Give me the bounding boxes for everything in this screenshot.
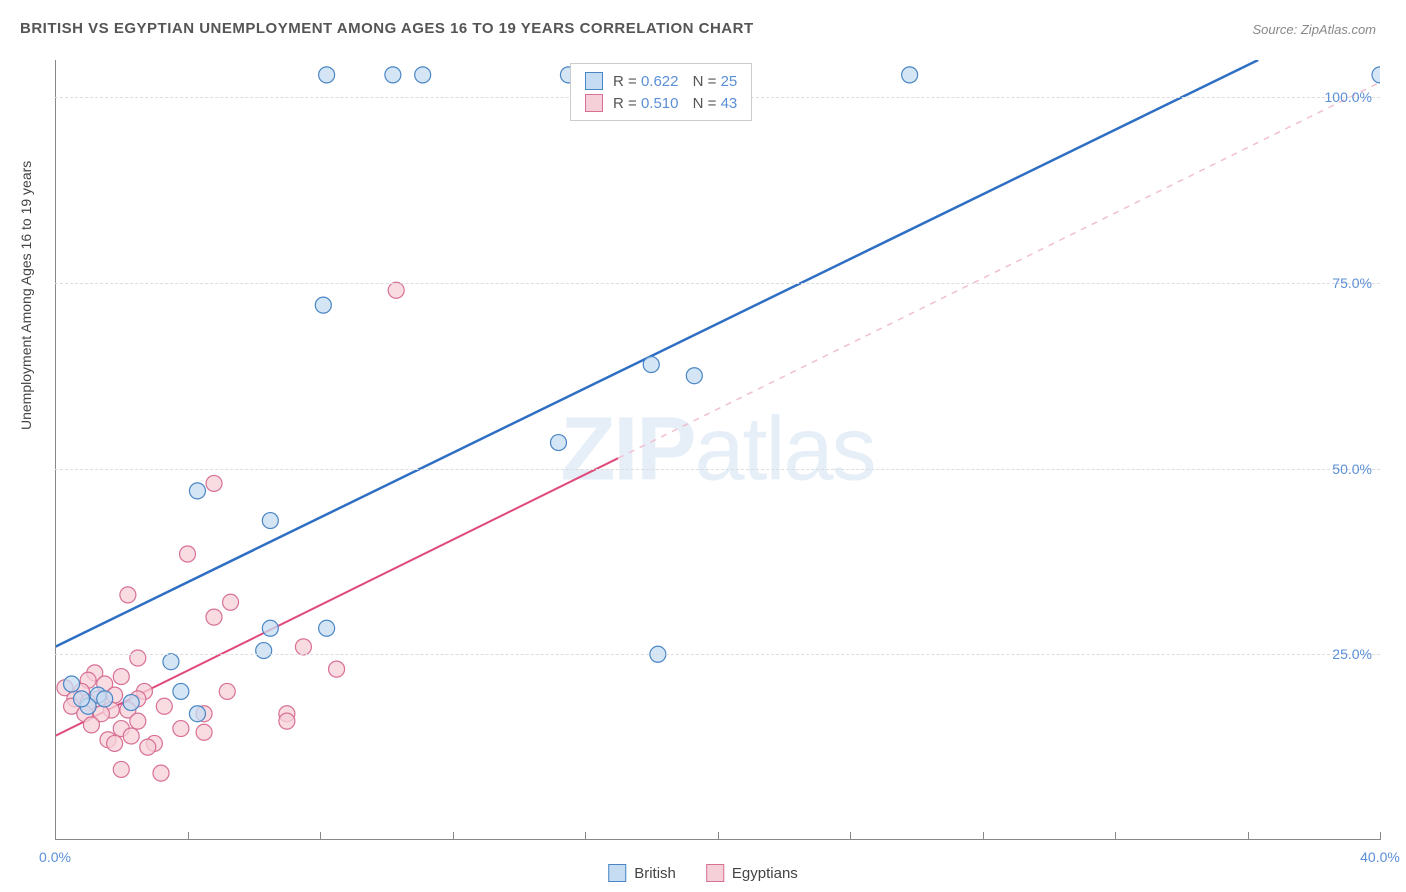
x-tick-label: 0.0%: [39, 849, 71, 865]
x-tick-mark: [1380, 832, 1381, 840]
gridline: [55, 283, 1380, 284]
data-point: [153, 765, 169, 781]
data-point: [1372, 67, 1380, 83]
data-point: [902, 67, 918, 83]
x-tick-label: 40.0%: [1360, 849, 1400, 865]
trend-line-extrapolated: [618, 82, 1380, 458]
x-tick-mark: [1248, 832, 1249, 840]
x-tick-mark: [188, 832, 189, 840]
gridline: [55, 469, 1380, 470]
data-point: [329, 661, 345, 677]
data-point: [180, 546, 196, 562]
data-point: [315, 297, 331, 313]
correlation-stats-legend: R = 0.622 N = 25 R = 0.510 N = 43: [570, 63, 752, 121]
series-legend: British Egyptians: [608, 864, 798, 882]
x-tick-mark: [453, 832, 454, 840]
data-point: [223, 594, 239, 610]
data-point: [156, 698, 172, 714]
x-tick-mark: [585, 832, 586, 840]
source-attribution: Source: ZipAtlas.com: [1252, 22, 1376, 37]
gridline: [55, 654, 1380, 655]
y-tick-label: 50.0%: [1332, 461, 1372, 477]
x-tick-mark: [320, 832, 321, 840]
swatch-british-icon: [608, 864, 626, 882]
data-point: [97, 691, 113, 707]
legend-item-egyptians: Egyptians: [706, 864, 798, 882]
data-point: [385, 67, 401, 83]
scatter-plot-svg: [55, 60, 1380, 840]
data-point: [196, 724, 212, 740]
data-point: [279, 713, 295, 729]
data-point: [113, 761, 129, 777]
x-tick-mark: [55, 832, 56, 840]
data-point: [256, 643, 272, 659]
y-tick-label: 100.0%: [1325, 89, 1372, 105]
y-axis-label: Unemployment Among Ages 16 to 19 years: [18, 161, 34, 430]
swatch-egyptians-icon: [706, 864, 724, 882]
data-point: [173, 683, 189, 699]
legend-label: British: [634, 865, 676, 882]
data-point: [388, 282, 404, 298]
data-point: [295, 639, 311, 655]
data-point: [206, 609, 222, 625]
data-point: [123, 728, 139, 744]
stats-row-british: R = 0.622 N = 25: [585, 70, 737, 92]
data-point: [64, 676, 80, 692]
data-point: [262, 513, 278, 529]
data-point: [686, 368, 702, 384]
x-tick-mark: [850, 832, 851, 840]
data-point: [83, 717, 99, 733]
data-point: [643, 357, 659, 373]
stats-row-egyptians: R = 0.510 N = 43: [585, 92, 737, 114]
legend-item-british: British: [608, 864, 676, 882]
data-point: [130, 713, 146, 729]
swatch-egyptians: [585, 94, 603, 112]
x-tick-mark: [1115, 832, 1116, 840]
trend-line: [55, 60, 1258, 647]
y-tick-label: 25.0%: [1332, 646, 1372, 662]
data-point: [173, 721, 189, 737]
data-point: [123, 695, 139, 711]
swatch-british: [585, 72, 603, 90]
data-point: [107, 735, 123, 751]
data-point: [262, 620, 278, 636]
x-tick-mark: [983, 832, 984, 840]
data-point: [163, 654, 179, 670]
chart-title: BRITISH VS EGYPTIAN UNEMPLOYMENT AMONG A…: [20, 20, 754, 37]
data-point: [130, 650, 146, 666]
legend-label: Egyptians: [732, 865, 798, 882]
data-point: [74, 691, 90, 707]
data-point: [415, 67, 431, 83]
data-point: [319, 620, 335, 636]
data-point: [120, 587, 136, 603]
data-point: [551, 435, 567, 451]
data-point: [319, 67, 335, 83]
chart-plot-area: ZIPatlas 25.0%50.0%75.0%100.0% 0.0%40.0%…: [55, 60, 1380, 840]
x-tick-mark: [718, 832, 719, 840]
data-point: [206, 475, 222, 491]
data-point: [219, 683, 235, 699]
data-point: [113, 669, 129, 685]
data-point: [140, 739, 156, 755]
data-point: [189, 706, 205, 722]
y-tick-label: 75.0%: [1332, 275, 1372, 291]
data-point: [189, 483, 205, 499]
